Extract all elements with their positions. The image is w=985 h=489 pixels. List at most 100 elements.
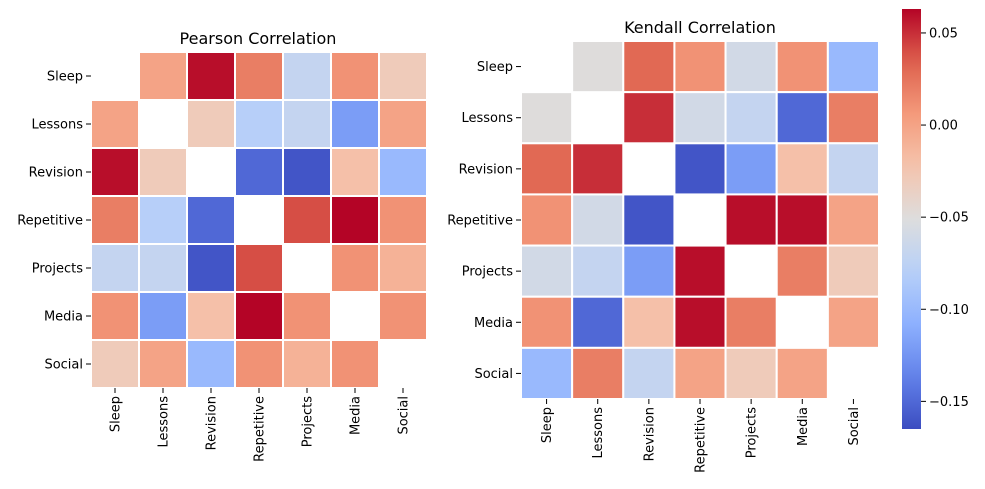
heatmap-cell-media-repetitive [673,295,727,349]
heatmap-cell-revision-social [378,147,428,197]
x-tick-label: Social [397,396,412,435]
heatmap-cell-projects-social [378,243,428,293]
heatmap-cell-social-sleep [520,346,574,401]
y-tick-label: Sleep [47,70,83,85]
y-tick-label: Social [474,367,513,382]
y-tick-label: Lessons [461,111,513,126]
heatmap-cell-revision-repetitive [234,147,284,197]
heatmap-cell-sleep-projects [282,51,332,101]
heatmap-cell-media-repetitive [234,291,284,341]
heatmap-cell-media-revision [186,291,236,341]
heatmap-cell-media-lessons [571,295,625,349]
x-tick-label: Social [847,407,862,446]
heatmap-cell-repetitive-social [826,193,880,247]
heatmap-cell-media-projects [724,295,778,349]
heatmap-cell-repetitive-media [330,195,380,245]
colorbar-tick-label: 0.00 [929,119,958,134]
colorbar-tick-label: −0.15 [929,395,969,410]
heatmap-cell-lessons-media [330,99,380,149]
heatmap-cell-projects-social [826,244,880,298]
heatmap-cell-media-projects [282,291,332,341]
heatmap-cell-repetitive-revision [186,195,236,245]
heatmap-cell-repetitive-lessons [571,193,625,247]
heatmap-cell-lessons-sleep [520,91,574,145]
heatmap-cell-lessons-revision [186,99,236,149]
heatmap-cell-lessons-media [775,91,829,145]
heatmap-cell-social-lessons [138,339,188,389]
colorbar-tick-label: 0.05 [929,26,958,41]
y-tick-label: Repetitive [447,214,513,229]
heatmap-cell-social-lessons [571,346,625,401]
colorbar-tick-label: −0.10 [929,303,969,318]
x-tick-label: Media [796,407,811,446]
heatmap-cell-repetitive-sleep [520,193,574,247]
heatmap-cell-media-lessons [138,291,188,341]
heatmap-cell-sleep-revision [622,40,676,94]
heatmap-cell-lessons-social [378,99,428,149]
heatmap-cell-social-media [775,346,829,401]
x-tick-label: Sleep [109,396,124,432]
heatmap-cell-social-repetitive [234,339,284,389]
y-tick-label: Projects [462,265,513,280]
heatmap-cell-social-revision [622,346,676,401]
x-tick-label: Projects [301,396,316,447]
y-tick-label: Revision [459,162,513,177]
heatmap-cell-projects-revision [622,244,676,298]
heatmap-cell-projects-repetitive [234,243,284,293]
x-tick-label: Lessons [591,407,606,459]
pearson-heatmap: Pearson Correlation Sleep Lessons Revision… [17,29,428,462]
heatmap-cell-revision-media [330,147,380,197]
heatmap-cell-sleep-social [378,51,428,101]
heatmap-cell-sleep-media [775,40,829,94]
kendall-title: Kendall Correlation [624,18,776,37]
heatmap-cell-revision-sleep [520,142,574,196]
x-tick-label: Revision [642,407,657,461]
heatmap-cell-sleep-media [330,51,380,101]
heatmap-cell-revision-social [826,142,880,196]
heatmap-cell-projects-lessons [571,244,625,298]
heatmap-cell-lessons-repetitive [673,91,727,145]
heatmap-cell-lessons-revision [622,91,676,145]
heatmap-cell-repetitive-sleep [90,195,140,245]
colorbar-tick-label: −0.05 [929,211,969,226]
y-tick-label: Media [44,310,83,325]
heatmap-cell-social-projects [724,346,778,401]
y-tick-label: Media [474,316,513,331]
heatmap-cell-revision-lessons [571,142,625,196]
pearson-title: Pearson Correlation [180,29,337,48]
heatmap-cell-revision-repetitive [673,142,727,196]
heatmap-cell-projects-lessons [138,243,188,293]
heatmap-cell-repetitive-projects [724,193,778,247]
heatmap-cell-repetitive-lessons [138,195,188,245]
heatmap-cell-sleep-projects [724,40,778,94]
x-tick-label: Repetitive [253,396,268,462]
heatmap-cell-sleep-repetitive [234,51,284,101]
x-tick-label: Projects [745,407,760,458]
heatmap-cell-sleep-revision [186,51,236,101]
heatmap-cell-media-revision [622,295,676,349]
y-tick-label: Lessons [31,118,83,133]
heatmap-cell-projects-sleep [90,243,140,293]
heatmap-cell-revision-lessons [138,147,188,197]
heatmap-cell-lessons-sleep [90,99,140,149]
heatmap-cell-projects-revision [186,243,236,293]
heatmap-cell-repetitive-media [775,193,829,247]
colorbar-gradient [902,9,921,429]
heatmap-cell-media-social [826,295,880,349]
heatmap-cell-projects-media [775,244,829,298]
heatmap-cell-repetitive-revision [622,193,676,247]
heatmap-cell-media-sleep [90,291,140,341]
x-tick-label: Repetitive [694,407,709,473]
y-tick-label: Revision [29,166,83,181]
heatmap-cell-revision-projects [282,147,332,197]
x-tick-label: Sleep [540,407,555,443]
heatmap-cell-social-repetitive [673,346,727,401]
colorbar: 0.05 0.00 −0.05 −0.10 −0.15 [902,9,969,429]
x-tick-label: Media [349,396,364,435]
heatmap-cell-social-media [330,339,380,389]
heatmap-cell-projects-sleep [520,244,574,298]
heatmap-cell-revision-media [775,142,829,196]
y-tick-label: Repetitive [17,214,83,229]
heatmap-cell-social-projects [282,339,332,389]
heatmap-cell-media-sleep [520,295,574,349]
